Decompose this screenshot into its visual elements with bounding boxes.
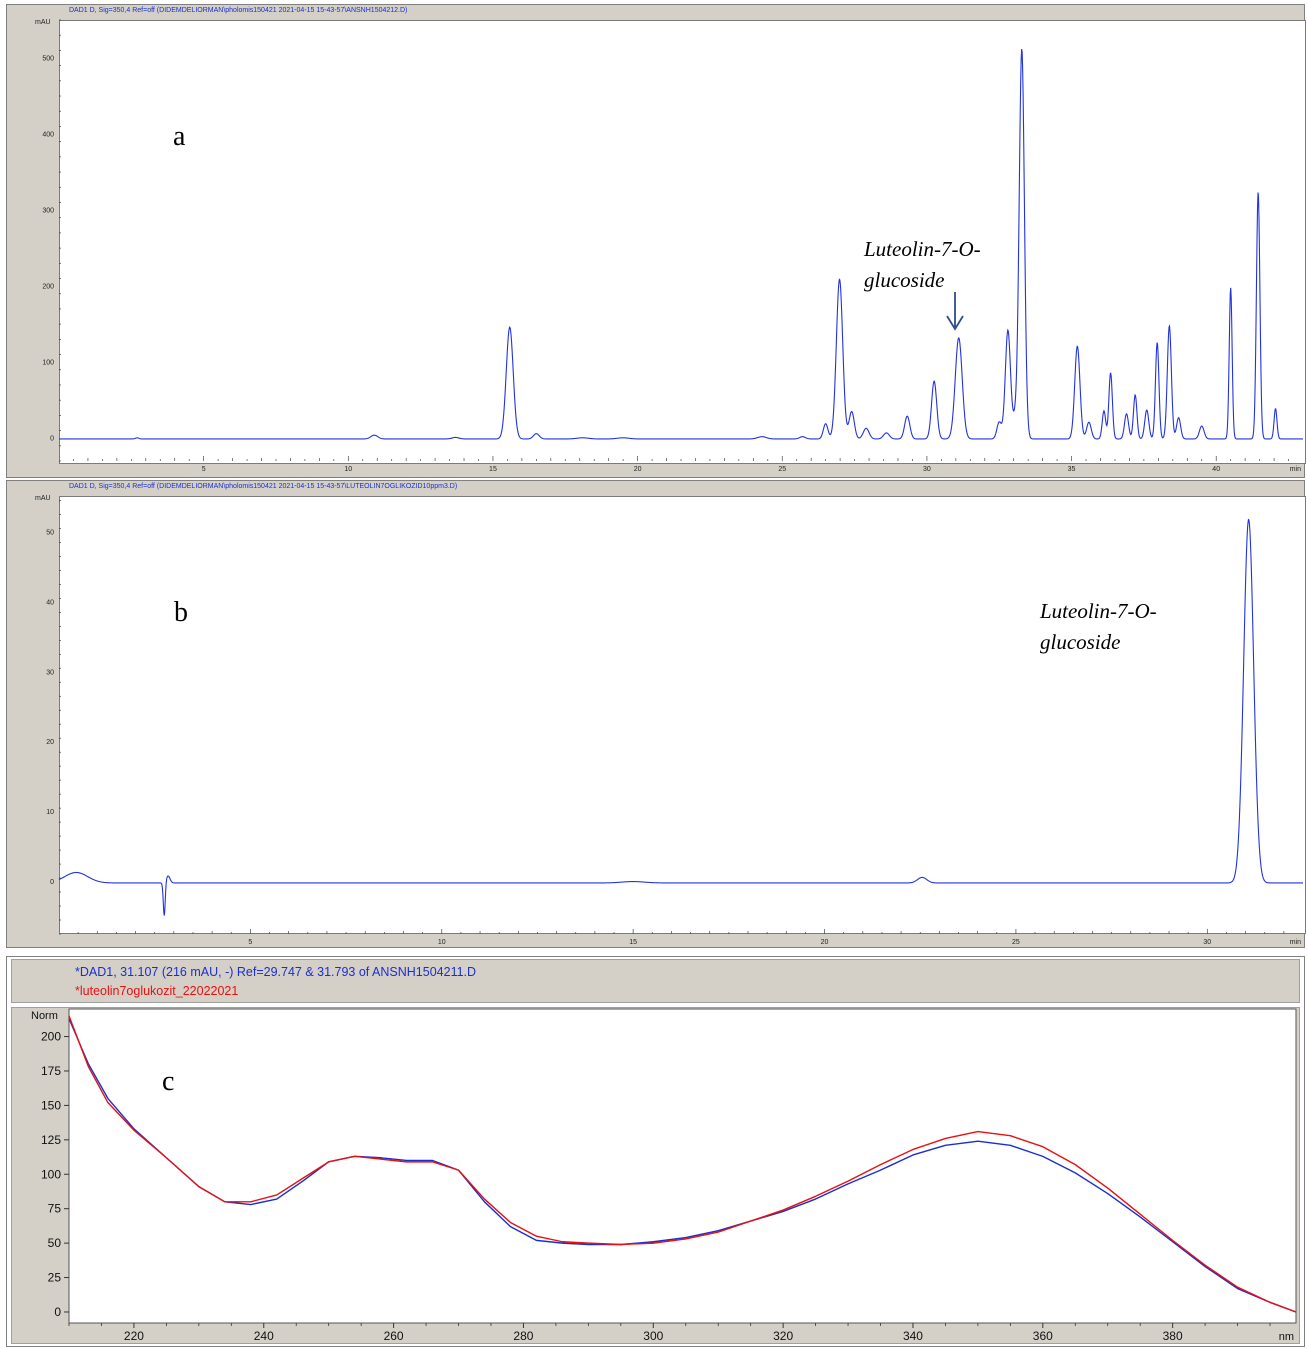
- annotation-arrow-icon: [946, 292, 964, 331]
- chromatogram-panel-a: DAD1 D, Sig=350,4 Ref=off (DIDEMDELIORMA…: [6, 4, 1306, 478]
- spectrum-legend-box: [11, 959, 1300, 1003]
- panel-b-annotation-line-1: Luteolin-7-O-: [1040, 599, 1157, 623]
- spectrum-plot-background: [11, 1007, 1300, 1344]
- panel-a-header: DAD1 D, Sig=350,4 Ref=off (DIDEMDELIORMA…: [69, 7, 408, 14]
- panel-a-letter: a: [173, 121, 186, 152]
- panel-b-annotation: Luteolin-7-O- glucoside: [1040, 596, 1157, 658]
- panel-b-annotation-line-2: glucoside: [1040, 630, 1121, 654]
- legend-entry-reference: *luteolin7oglukozit_22022021: [75, 984, 239, 998]
- panel-c-letter: c: [162, 1066, 175, 1097]
- panel-a-annotation: Luteolin-7-O- glucoside: [864, 234, 981, 296]
- panel-b-plot-area: [59, 496, 1306, 934]
- panel-b-letter: b: [174, 597, 188, 628]
- panel-b-y-unit: mAU: [35, 495, 51, 502]
- spectrum-panel-c: *DAD1, 31.107 (216 mAU, -) Ref=29.747 & …: [6, 956, 1305, 1347]
- panel-a-y-unit: mAU: [35, 19, 51, 26]
- chromatogram-panel-b: DAD1 D, Sig=350,4 Ref=off (DIDEMDELIORMA…: [6, 480, 1306, 948]
- panel-b-header: DAD1 D, Sig=350,4 Ref=off (DIDEMDELIORMA…: [69, 483, 458, 490]
- panel-a-annotation-line-1: Luteolin-7-O-: [864, 237, 981, 261]
- legend-entry-dad1: *DAD1, 31.107 (216 mAU, -) Ref=29.747 & …: [75, 965, 477, 979]
- panel-a-annotation-line-2: glucoside: [864, 268, 945, 292]
- panel-a-plot-area: [59, 20, 1306, 464]
